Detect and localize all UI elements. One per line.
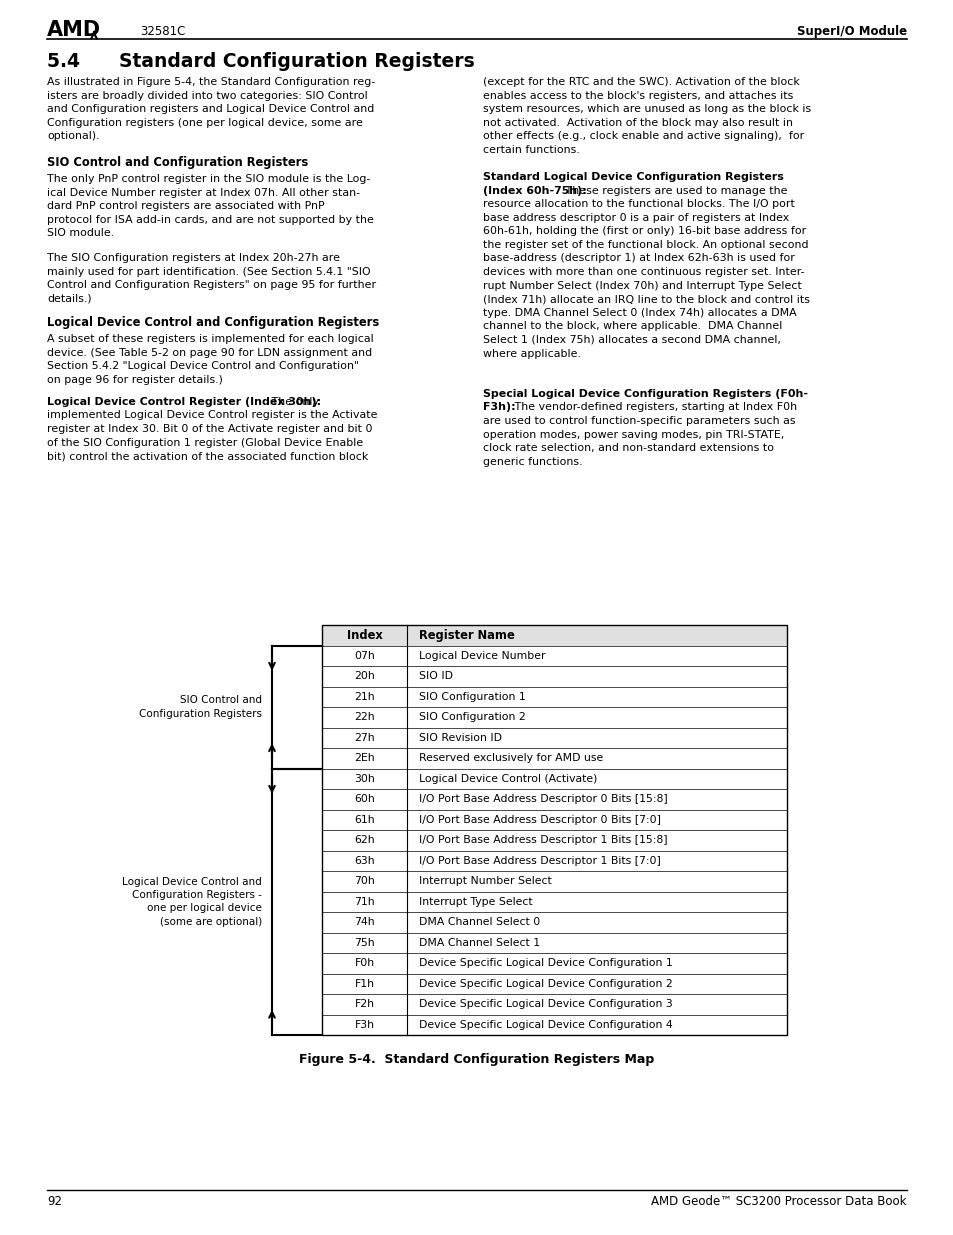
Bar (322, 789, 786, 809)
Text: I/O Port Base Address Descriptor 1 Bits [15:8]: I/O Port Base Address Descriptor 1 Bits … (418, 835, 667, 845)
Text: Device Specific Logical Device Configuration 3: Device Specific Logical Device Configura… (418, 999, 672, 1009)
Bar (322, 727, 786, 748)
Bar (322, 994, 786, 1014)
Text: 07h: 07h (354, 651, 375, 661)
Text: AMD Geode™ SC3200 Processor Data Book: AMD Geode™ SC3200 Processor Data Book (651, 1195, 906, 1208)
Text: Index: Index (346, 629, 382, 642)
Text: These registers are used to manage the: These registers are used to manage the (561, 185, 786, 195)
Text: Figure 5-4.  Standard Configuration Registers Map: Figure 5-4. Standard Configuration Regis… (299, 1053, 654, 1066)
Text: AMD: AMD (47, 20, 101, 40)
Text: 27h: 27h (354, 732, 375, 742)
Text: SIO Configuration 2: SIO Configuration 2 (418, 713, 525, 722)
Text: I/O Port Base Address Descriptor 1 Bits [7:0]: I/O Port Base Address Descriptor 1 Bits … (418, 856, 660, 866)
Bar (322, 973, 786, 994)
Text: 21h: 21h (354, 692, 375, 701)
Text: SIO ID: SIO ID (418, 672, 453, 682)
Bar (322, 809, 786, 830)
Text: Logical Device Number: Logical Device Number (418, 651, 545, 661)
Text: The only PnP control register in the SIO module is the Log-
ical Device Number r: The only PnP control register in the SIO… (47, 174, 374, 238)
Text: 70h: 70h (354, 877, 375, 887)
Text: 20h: 20h (354, 672, 375, 682)
Text: Special Logical Device Configuration Registers (F0h-: Special Logical Device Configuration Reg… (482, 389, 807, 399)
Text: DMA Channel Select 1: DMA Channel Select 1 (418, 937, 539, 947)
Bar (322, 953, 786, 973)
Text: The vendor-defined registers, starting at Index F0h: The vendor-defined registers, starting a… (511, 403, 797, 412)
Text: (except for the RTC and the SWC). Activation of the block
enables access to the : (except for the RTC and the SWC). Activa… (482, 77, 810, 156)
Bar (322, 932, 786, 953)
Text: resource allocation to the functional blocks. The I/O port
base address descript: resource allocation to the functional bl… (482, 199, 809, 358)
Bar (322, 706, 786, 727)
Text: Logical Device Control Register (Index 30h):: Logical Device Control Register (Index 3… (47, 396, 321, 408)
Text: 32581C: 32581C (140, 25, 185, 38)
Text: Device Specific Logical Device Configuration 4: Device Specific Logical Device Configura… (418, 1020, 672, 1030)
Text: F3h: F3h (355, 1020, 375, 1030)
Text: Logical Device Control and
Configuration Registers -
one per logical device
(som: Logical Device Control and Configuration… (122, 877, 262, 926)
Text: As illustrated in Figure 5-4, the Standard Configuration reg-
isters are broadly: As illustrated in Figure 5-4, the Standa… (47, 77, 375, 141)
Text: I/O Port Base Address Descriptor 0 Bits [15:8]: I/O Port Base Address Descriptor 0 Bits … (418, 794, 667, 804)
Bar (322, 748, 786, 768)
Text: 71h: 71h (354, 897, 375, 906)
Text: Device Specific Logical Device Configuration 1: Device Specific Logical Device Configura… (418, 958, 672, 968)
Text: Register Name: Register Name (418, 629, 515, 642)
Text: 61h: 61h (354, 815, 375, 825)
Text: The only: The only (268, 396, 318, 408)
Text: Device Specific Logical Device Configuration 2: Device Specific Logical Device Configura… (418, 979, 672, 989)
Text: F0h: F0h (355, 958, 375, 968)
Text: 63h: 63h (354, 856, 375, 866)
Text: 30h: 30h (354, 774, 375, 784)
Text: implemented Logical Device Control register is the Activate
register at Index 30: implemented Logical Device Control regis… (47, 410, 377, 462)
Text: 60h: 60h (354, 794, 375, 804)
Text: Interrupt Number Select: Interrupt Number Select (418, 877, 551, 887)
Text: 92: 92 (47, 1195, 62, 1208)
Bar (322, 687, 786, 706)
Text: Logical Device Control and Configuration Registers: Logical Device Control and Configuration… (47, 316, 379, 329)
Text: The SIO Configuration registers at Index 20h-27h are
mainly used for part identi: The SIO Configuration registers at Index… (47, 253, 375, 304)
Text: Interrupt Type Select: Interrupt Type Select (418, 897, 532, 906)
Bar (322, 911, 786, 932)
Text: SuperI/O Module: SuperI/O Module (796, 25, 906, 38)
Bar (322, 625, 786, 1035)
Bar (322, 871, 786, 892)
Bar (322, 625, 786, 646)
Text: 2Eh: 2Eh (354, 753, 375, 763)
Bar (322, 646, 786, 666)
Bar (322, 666, 786, 687)
Bar (322, 851, 786, 871)
Text: F1h: F1h (355, 979, 375, 989)
Text: 62h: 62h (354, 835, 375, 845)
Text: 22h: 22h (354, 713, 375, 722)
Text: 75h: 75h (354, 937, 375, 947)
Bar (322, 892, 786, 911)
Bar (322, 1014, 786, 1035)
Bar (322, 830, 786, 851)
Text: SIO Control and
Configuration Registers: SIO Control and Configuration Registers (139, 695, 262, 719)
Text: SIO Configuration 1: SIO Configuration 1 (418, 692, 525, 701)
Text: A subset of these registers is implemented for each logical
device. (See Table 5: A subset of these registers is implement… (47, 333, 374, 385)
Text: DMA Channel Select 0: DMA Channel Select 0 (418, 918, 539, 927)
Text: Standard Logical Device Configuration Registers: Standard Logical Device Configuration Re… (482, 172, 783, 182)
Text: 5.4      Standard Configuration Registers: 5.4 Standard Configuration Registers (47, 52, 475, 70)
Text: Logical Device Control (Activate): Logical Device Control (Activate) (418, 774, 597, 784)
Text: F2h: F2h (355, 999, 375, 1009)
Text: F3h):: F3h): (482, 403, 515, 412)
Text: Reserved exclusively for AMD use: Reserved exclusively for AMD use (418, 753, 602, 763)
Text: I/O Port Base Address Descriptor 0 Bits [7:0]: I/O Port Base Address Descriptor 0 Bits … (418, 815, 660, 825)
Text: are used to control function-specific parameters such as
operation modes, power : are used to control function-specific pa… (482, 416, 795, 467)
Text: 74h: 74h (354, 918, 375, 927)
Text: (Index 60h-75h):: (Index 60h-75h): (482, 185, 586, 195)
Bar (322, 768, 786, 789)
Text: SIO Control and Configuration Registers: SIO Control and Configuration Registers (47, 156, 308, 169)
Text: SIO Revision ID: SIO Revision ID (418, 732, 501, 742)
